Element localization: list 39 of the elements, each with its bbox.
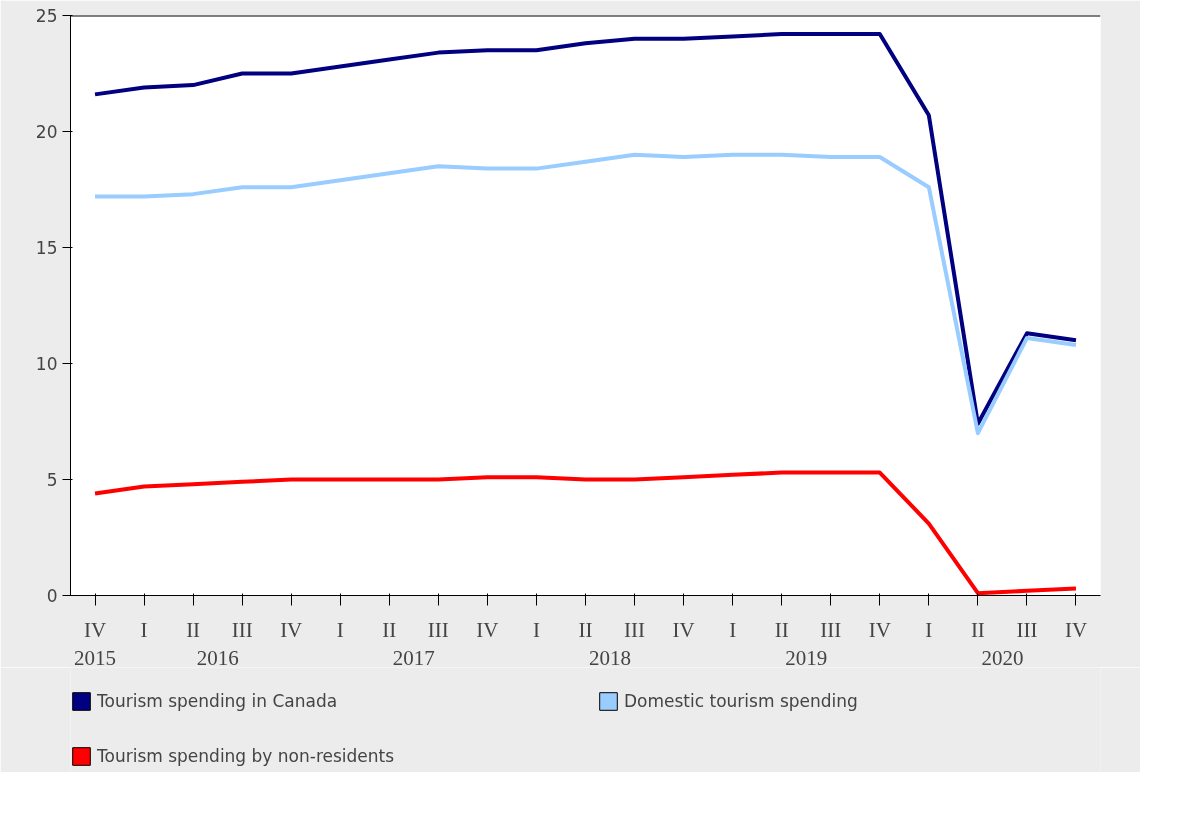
x-tick-label: I [140,617,148,642]
legend-label: Tourism spending in Canada [97,691,339,711]
line-series [93,152,1078,436]
legend-label: Domestic tourism spending [624,691,859,711]
x-tick-label: I [925,617,933,642]
x-tick-label: IV [868,617,891,642]
x-tick-label: II [186,617,201,642]
x-tick-label: I [336,617,344,642]
legend-label: Tourism spending by non-residents [97,746,396,766]
y-tick-label: 25 [35,6,58,26]
text: 2019 [785,645,828,670]
x-tick-label: IV [83,617,107,642]
text: 2020 [981,645,1024,670]
x-tick-label: III [231,617,253,642]
x-tick-label: II [970,617,985,642]
x-tick-label: IV [280,617,303,642]
text: 2015 [74,645,117,670]
x-tick-label: II [774,617,789,642]
x-tick-label: II [382,617,397,642]
y-tick-label: 0 [46,586,58,606]
line-series [93,32,1078,426]
x-tick-label: IV [476,617,499,642]
x-tick-label: II [578,617,593,642]
text: 2018 [589,645,632,670]
y-tick-label: 5 [46,470,58,490]
y-tick-label: 20 [35,122,58,142]
x-tick-label: IV [1064,617,1088,642]
x-tick-label: I [729,617,737,642]
y-tick-label: 10 [35,354,58,374]
y-tick-label: 15 [35,238,58,258]
x-tick-label: I [532,617,540,642]
x-tick-label: IV [672,617,695,642]
text: 2017 [392,645,435,670]
x-tick-label: III [427,617,449,642]
x-tick-label: III [820,617,842,642]
x-tick-label: III [624,617,646,642]
line-series [93,470,1078,596]
text: 2016 [196,645,239,670]
x-tick-label: III [1016,617,1038,642]
